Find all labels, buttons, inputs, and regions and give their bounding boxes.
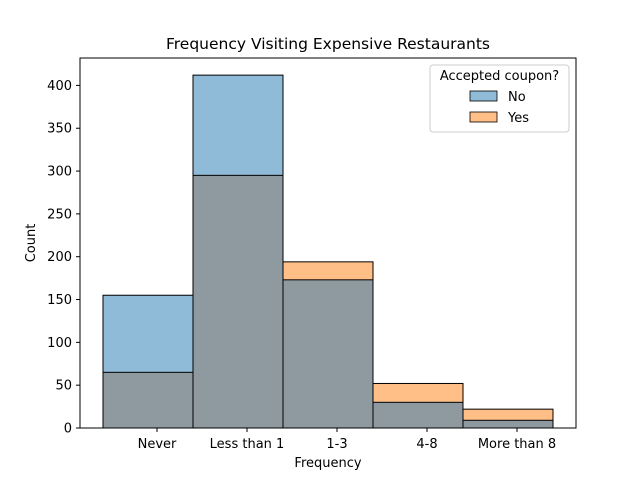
y-tick-label-100: 100 [47, 336, 72, 351]
legend-title: Accepted coupon? [440, 69, 559, 84]
bar-overlap-4-8 [373, 402, 463, 428]
x-tick-label-less-than-1: Less than 1 [210, 437, 285, 452]
legend-swatch-yes [469, 111, 498, 123]
bar-no-never-upper [103, 295, 193, 373]
legend-label-no: No [508, 90, 526, 105]
y-tick-label-400: 400 [47, 79, 72, 94]
legend-label-yes: Yes [507, 111, 529, 126]
bar-yes-4-8-upper [373, 383, 463, 403]
bar-yes-more-than-8-upper [463, 409, 553, 421]
bar-overlap-more-than-8 [463, 420, 553, 428]
chart-title: Frequency Visiting Expensive Restaurants [166, 35, 490, 53]
x-tick-label-1-3: 1-3 [326, 437, 347, 452]
y-tick-label-50: 50 [55, 379, 72, 394]
x-tick-label-4-8: 4-8 [416, 437, 437, 452]
x-tick-label-more-than-8: More than 8 [478, 437, 556, 452]
bar-yes-1-3-upper [283, 261, 373, 280]
plot-frame [79, 57, 577, 429]
y-tick-label-200: 200 [47, 250, 72, 265]
legend: Accepted coupon? No Yes [429, 64, 570, 133]
legend-swatch-no [469, 90, 498, 102]
x-axis: Never Less than 1 1-3 4-8 More than 8 [138, 428, 556, 452]
y-tick-label-250: 250 [47, 207, 72, 222]
legend-box [429, 64, 570, 133]
y-tick-label-0: 0 [64, 422, 72, 437]
bar-overlap-1-3 [283, 279, 373, 428]
bar-overlap-less-than-1 [193, 175, 283, 428]
bar-no-less-than-1-upper [193, 75, 283, 176]
bars-layer [102, 74, 554, 429]
bar-overlap-never [103, 372, 193, 428]
x-tick-label-never: Never [138, 437, 177, 452]
x-axis-label: Frequency [294, 456, 361, 471]
y-tick-label-150: 150 [47, 293, 72, 308]
y-axis: 0 50 100 150 200 250 300 350 400 [47, 79, 80, 437]
y-tick-label-350: 350 [47, 122, 72, 137]
y-axis-label: Count [24, 224, 39, 263]
y-tick-label-300: 300 [47, 165, 72, 180]
